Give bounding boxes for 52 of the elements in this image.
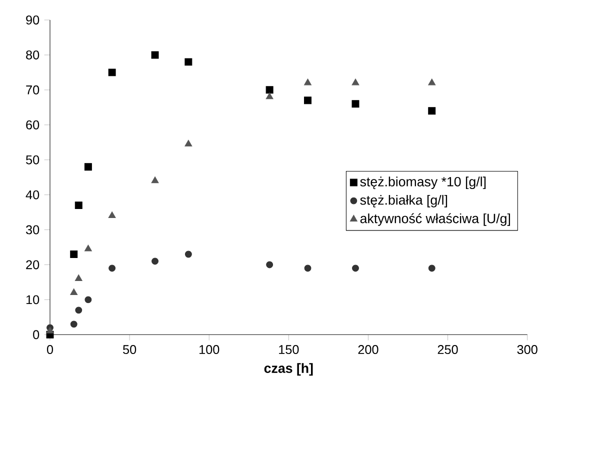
y-tick-label: 60 — [26, 120, 40, 130]
point — [84, 244, 92, 252]
point — [304, 78, 312, 86]
y-tick-label: 70 — [26, 86, 40, 95]
point — [152, 258, 158, 265]
y-tick-label: 40 — [26, 190, 40, 200]
x-axis-title: czas [h] — [264, 363, 313, 376]
point — [70, 320, 78, 328]
x-tick-label: 150 — [279, 345, 299, 354]
point — [184, 58, 192, 66]
point — [46, 327, 54, 334]
legend-label: aktywność właściwa [U/g] — [360, 213, 510, 226]
point — [428, 264, 436, 272]
point — [84, 296, 92, 304]
x-tick-label: 0 — [46, 345, 54, 354]
point — [428, 78, 436, 86]
point — [108, 68, 116, 76]
point — [108, 264, 116, 272]
point — [352, 264, 359, 272]
x-tick-label: 250 — [438, 345, 458, 354]
point — [151, 176, 159, 184]
point — [84, 163, 92, 171]
point — [108, 212, 116, 218]
point — [266, 92, 274, 100]
legend-label: stęż.białka [g/l] — [360, 195, 448, 208]
x-tick-label: 50 — [123, 345, 136, 354]
y-tick-label: 80 — [26, 50, 40, 60]
point — [304, 96, 312, 104]
point — [70, 288, 78, 296]
y-tick-label: 90 — [26, 16, 40, 25]
x-tick-label: 300 — [517, 345, 538, 354]
y-tick-label: 10 — [26, 295, 40, 304]
point — [74, 202, 82, 210]
y-tick-label: 30 — [26, 225, 40, 234]
y-tick-label: 20 — [26, 260, 40, 270]
point — [75, 306, 82, 314]
y-tick-label: 50 — [26, 156, 40, 164]
point — [352, 100, 360, 108]
point — [184, 250, 192, 258]
point — [352, 78, 360, 86]
point — [266, 261, 274, 268]
point — [304, 264, 312, 272]
point — [70, 250, 78, 258]
x-tick-label: 100 — [200, 345, 220, 354]
point — [74, 274, 82, 282]
x-tick-label: 200 — [358, 345, 378, 354]
y-tick-label: 0 — [33, 330, 40, 340]
legend-label: stęż.biomasy *10 [g/l] — [360, 176, 486, 190]
point — [184, 140, 192, 147]
point — [428, 107, 436, 115]
point — [151, 51, 159, 59]
point — [266, 86, 274, 94]
